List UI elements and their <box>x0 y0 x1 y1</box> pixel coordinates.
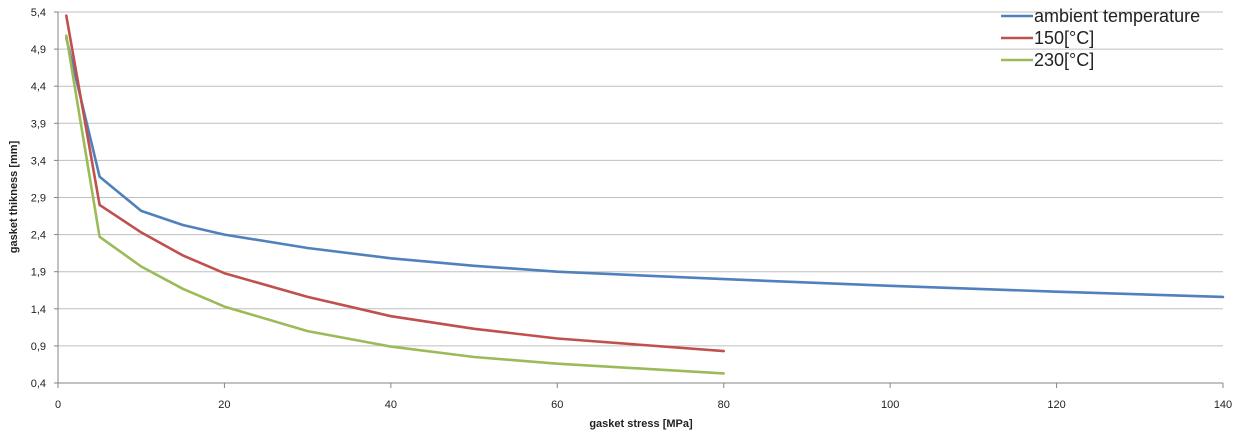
legend-label-2: 230[°C] <box>1034 50 1094 70</box>
y-tick-label-9: 4,9 <box>31 44 46 56</box>
x-tick-label-2: 40 <box>385 399 397 411</box>
x-tick-label-5: 100 <box>881 399 899 411</box>
y-tick-label-3: 1,9 <box>31 267 46 279</box>
y-tick-label-2: 1,4 <box>31 304 46 316</box>
y-tick-label-5: 2,9 <box>31 193 46 205</box>
y-tick-label-0: 0,4 <box>31 378 46 390</box>
x-tick-label-7: 140 <box>1214 399 1232 411</box>
y-tick-label-1: 0,9 <box>31 341 46 353</box>
x-tick-label-0: 0 <box>55 399 61 411</box>
x-tick-labels: 0 20 40 60 80 100 120 140 <box>55 399 1232 411</box>
y-tick-labels: 0,4 0,9 1,4 1,9 2,4 2,9 3,4 3,9 4,4 4,9 5,4 <box>31 7 46 390</box>
gridlines <box>58 11 1223 347</box>
series-lines <box>65 14 1225 375</box>
x-tick-label-6: 120 <box>1047 399 1065 411</box>
series-line-0 <box>65 36 1225 299</box>
axes <box>54 11 1224 388</box>
y-tick-label-4: 2,4 <box>31 230 46 242</box>
series-line-1 <box>65 14 726 353</box>
y-tick-label-6: 3,4 <box>31 155 46 167</box>
x-axis-title: gasket stress [MPa] <box>589 418 693 430</box>
legend-label-1: 150[°C] <box>1034 28 1094 48</box>
y-tick-label-7: 3,9 <box>31 118 46 130</box>
x-tick-label-4: 80 <box>718 399 730 411</box>
x-tick-label-1: 20 <box>218 399 230 411</box>
x-tick-label-3: 60 <box>551 399 563 411</box>
y-tick-label-10: 5,4 <box>31 7 46 19</box>
y-axis-title: gasket thikness [mm] <box>8 140 20 253</box>
series-line-2 <box>65 34 726 375</box>
y-tick-label-8: 4,4 <box>31 81 46 93</box>
legend-label-0: ambient temperature <box>1034 6 1200 26</box>
